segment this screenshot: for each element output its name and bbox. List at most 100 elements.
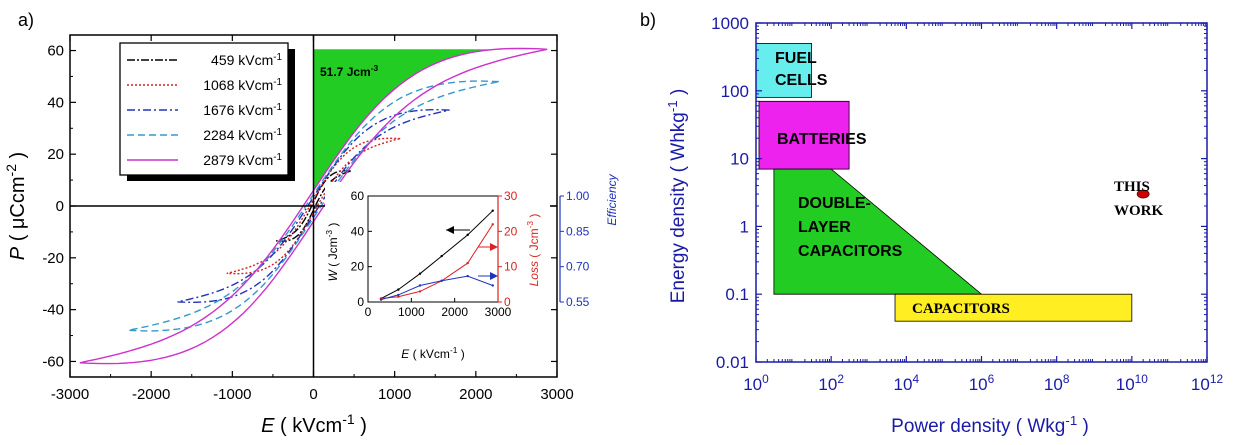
x-axis-label: Power density ( Wkg-1 ) [891,413,1089,438]
energy-density-label: 51.7 Jcm-3 [320,63,379,79]
x-tick-label: 2000 [459,386,492,403]
region-0 [755,43,812,98]
y-tick-label: 1000 [711,14,749,33]
panel-a: a)-3000 -2000 -1000 0 1000 2000 3000-60-40-200… [3,10,619,437]
x-tick-label: 1000 [378,386,411,403]
inset-x-label: E ( kVcm-1 ) [401,345,464,361]
x-tick-label: 3000 [540,386,573,403]
inset-point-Loss [397,295,400,298]
inset-point-Efficiency [466,274,469,278]
inset-series-W [380,210,494,299]
x-tick-label: -1000 [213,386,251,403]
inset-yr2-label: Efficiency [605,173,619,225]
inset-point-Efficiency [418,284,422,287]
inset-point-Efficiency [379,298,383,301]
inset-yr2-tick-label: 0.70 [566,260,590,274]
energy-density-area [313,48,548,191]
inset-yr2-tick-label: 0.55 [566,295,590,309]
region-label-0: CELLS [775,72,828,89]
y-tick-label: 0.01 [716,353,749,372]
region-label-3: CAPACITORS [912,301,1010,317]
y-tick-label: 0.1 [725,285,749,304]
inset-series-Efficiency [380,275,493,301]
legend-label-2: 1676 kVcm-1 [203,102,282,119]
legend-label-4: 2879 kVcm-1 [203,152,282,169]
this-work-label: WORK [1114,203,1164,219]
inset-point-Efficiency [397,293,400,297]
x-tick-label: -2000 [132,386,170,403]
inset-x-tick-label: 0 [365,305,372,319]
region-label-2: LAYER [798,219,851,236]
inset-point-W [418,272,422,275]
panel-b-label: b) [640,10,656,30]
legend-box [119,42,289,176]
inset-arrowhead-eff [490,272,498,280]
inset-yr1-tick-label: 20 [504,224,518,238]
inset-arrowhead-loss [490,243,498,251]
inset-point-Loss [466,261,469,265]
inset-x-tick-label: 2000 [441,305,468,319]
inset-yr2-tick-label: 0.85 [566,224,590,238]
x-tick-label: 100 [743,372,769,394]
x-tick-label: -3000 [51,386,89,403]
legend-label-3: 2284 kVcm-1 [203,127,282,144]
inset-point-W [466,233,469,237]
panel-b: b) FUEL CELLS BATTERIES DOUBLE- LAYER CAPACITO… [640,10,1223,437]
inset-yr1-label: Loss ( Jcm-3 ) [525,214,541,287]
region-3 [894,293,1133,322]
legend-label-0: 459 kVcm-1 [211,52,282,69]
y-tick-label: -20 [42,250,64,267]
y-tick-label: 1 [740,217,749,236]
y-axis-label: Energy density ( Whkg-1 ) [665,89,690,304]
hysteresis-loop-2 [177,109,450,303]
x-tick-label: 108 [1044,372,1070,394]
inset-x-tick-label: 1000 [398,305,425,319]
inset-yr2-tick-label: 1.00 [566,189,590,203]
x-tick-label: 104 [894,372,920,394]
x-tick-label: 102 [818,372,844,394]
inset-point-W [397,288,400,291]
x-tick-label: 0 [309,386,317,403]
inset-yr1-tick-label: 0 [504,295,511,309]
inset-yr1-tick-label: 10 [504,260,518,274]
panel-a-label: a) [18,10,34,30]
legend: 459 kVcm-1 1068 kVcm-1 1676 kVcm-1 2284 kVc… [119,42,295,181]
y-tick-label: -40 [42,302,64,319]
inset-yl-tick-label: 20 [351,260,365,274]
region-1 [758,100,850,170]
legend-label-1: 1068 kVcm-1 [203,77,282,94]
region-label-2: DOUBLE- [798,195,871,212]
inset-yl-tick-label: 60 [351,189,365,203]
this-work-label: THIS [1114,179,1150,195]
region-label-0: FUEL [775,50,817,67]
y-tick-label: 20 [47,146,64,163]
inset-x-tick-label: 3000 [485,305,512,319]
y-tick-label: 40 [47,94,64,111]
hysteresis-loop-1 [226,137,401,275]
y-tick-label: 10 [730,150,749,169]
inset-yl-tick-label: 40 [351,224,365,238]
y-tick-label: 60 [47,43,64,60]
inset-series-Loss [380,224,494,299]
y-axis-label: P ( μCcm-2 ) [3,152,29,260]
x-tick-label: 1010 [1116,372,1149,394]
inset-point-Efficiency [491,284,494,287]
inset-point-Loss [491,223,494,226]
inset-point-W [440,254,443,258]
x-axis-label: E ( kVcm-1 ) [261,411,367,437]
region-label-1: BATTERIES [777,131,867,148]
inset-yl-tick-label: 0 [357,295,364,309]
this-work-point [1136,189,1150,199]
y-tick-label: 100 [721,82,749,101]
y-tick-label: -60 [42,353,64,370]
inset-point-W [491,209,494,212]
y-tick-label: 0 [56,198,64,215]
inset-chart: 0 1000 2000 3000 E ( kVcm-1 ) 0 20 40 60 W ( Jcm-… [324,173,619,370]
x-tick-label: 106 [969,372,995,394]
inset-background [325,182,550,370]
x-tick-label: 1012 [1191,372,1224,394]
region-label-2: CAPACITORS [798,243,903,260]
inset-point-Efficiency [440,279,443,282]
hysteresis-loop-4 [79,47,548,365]
